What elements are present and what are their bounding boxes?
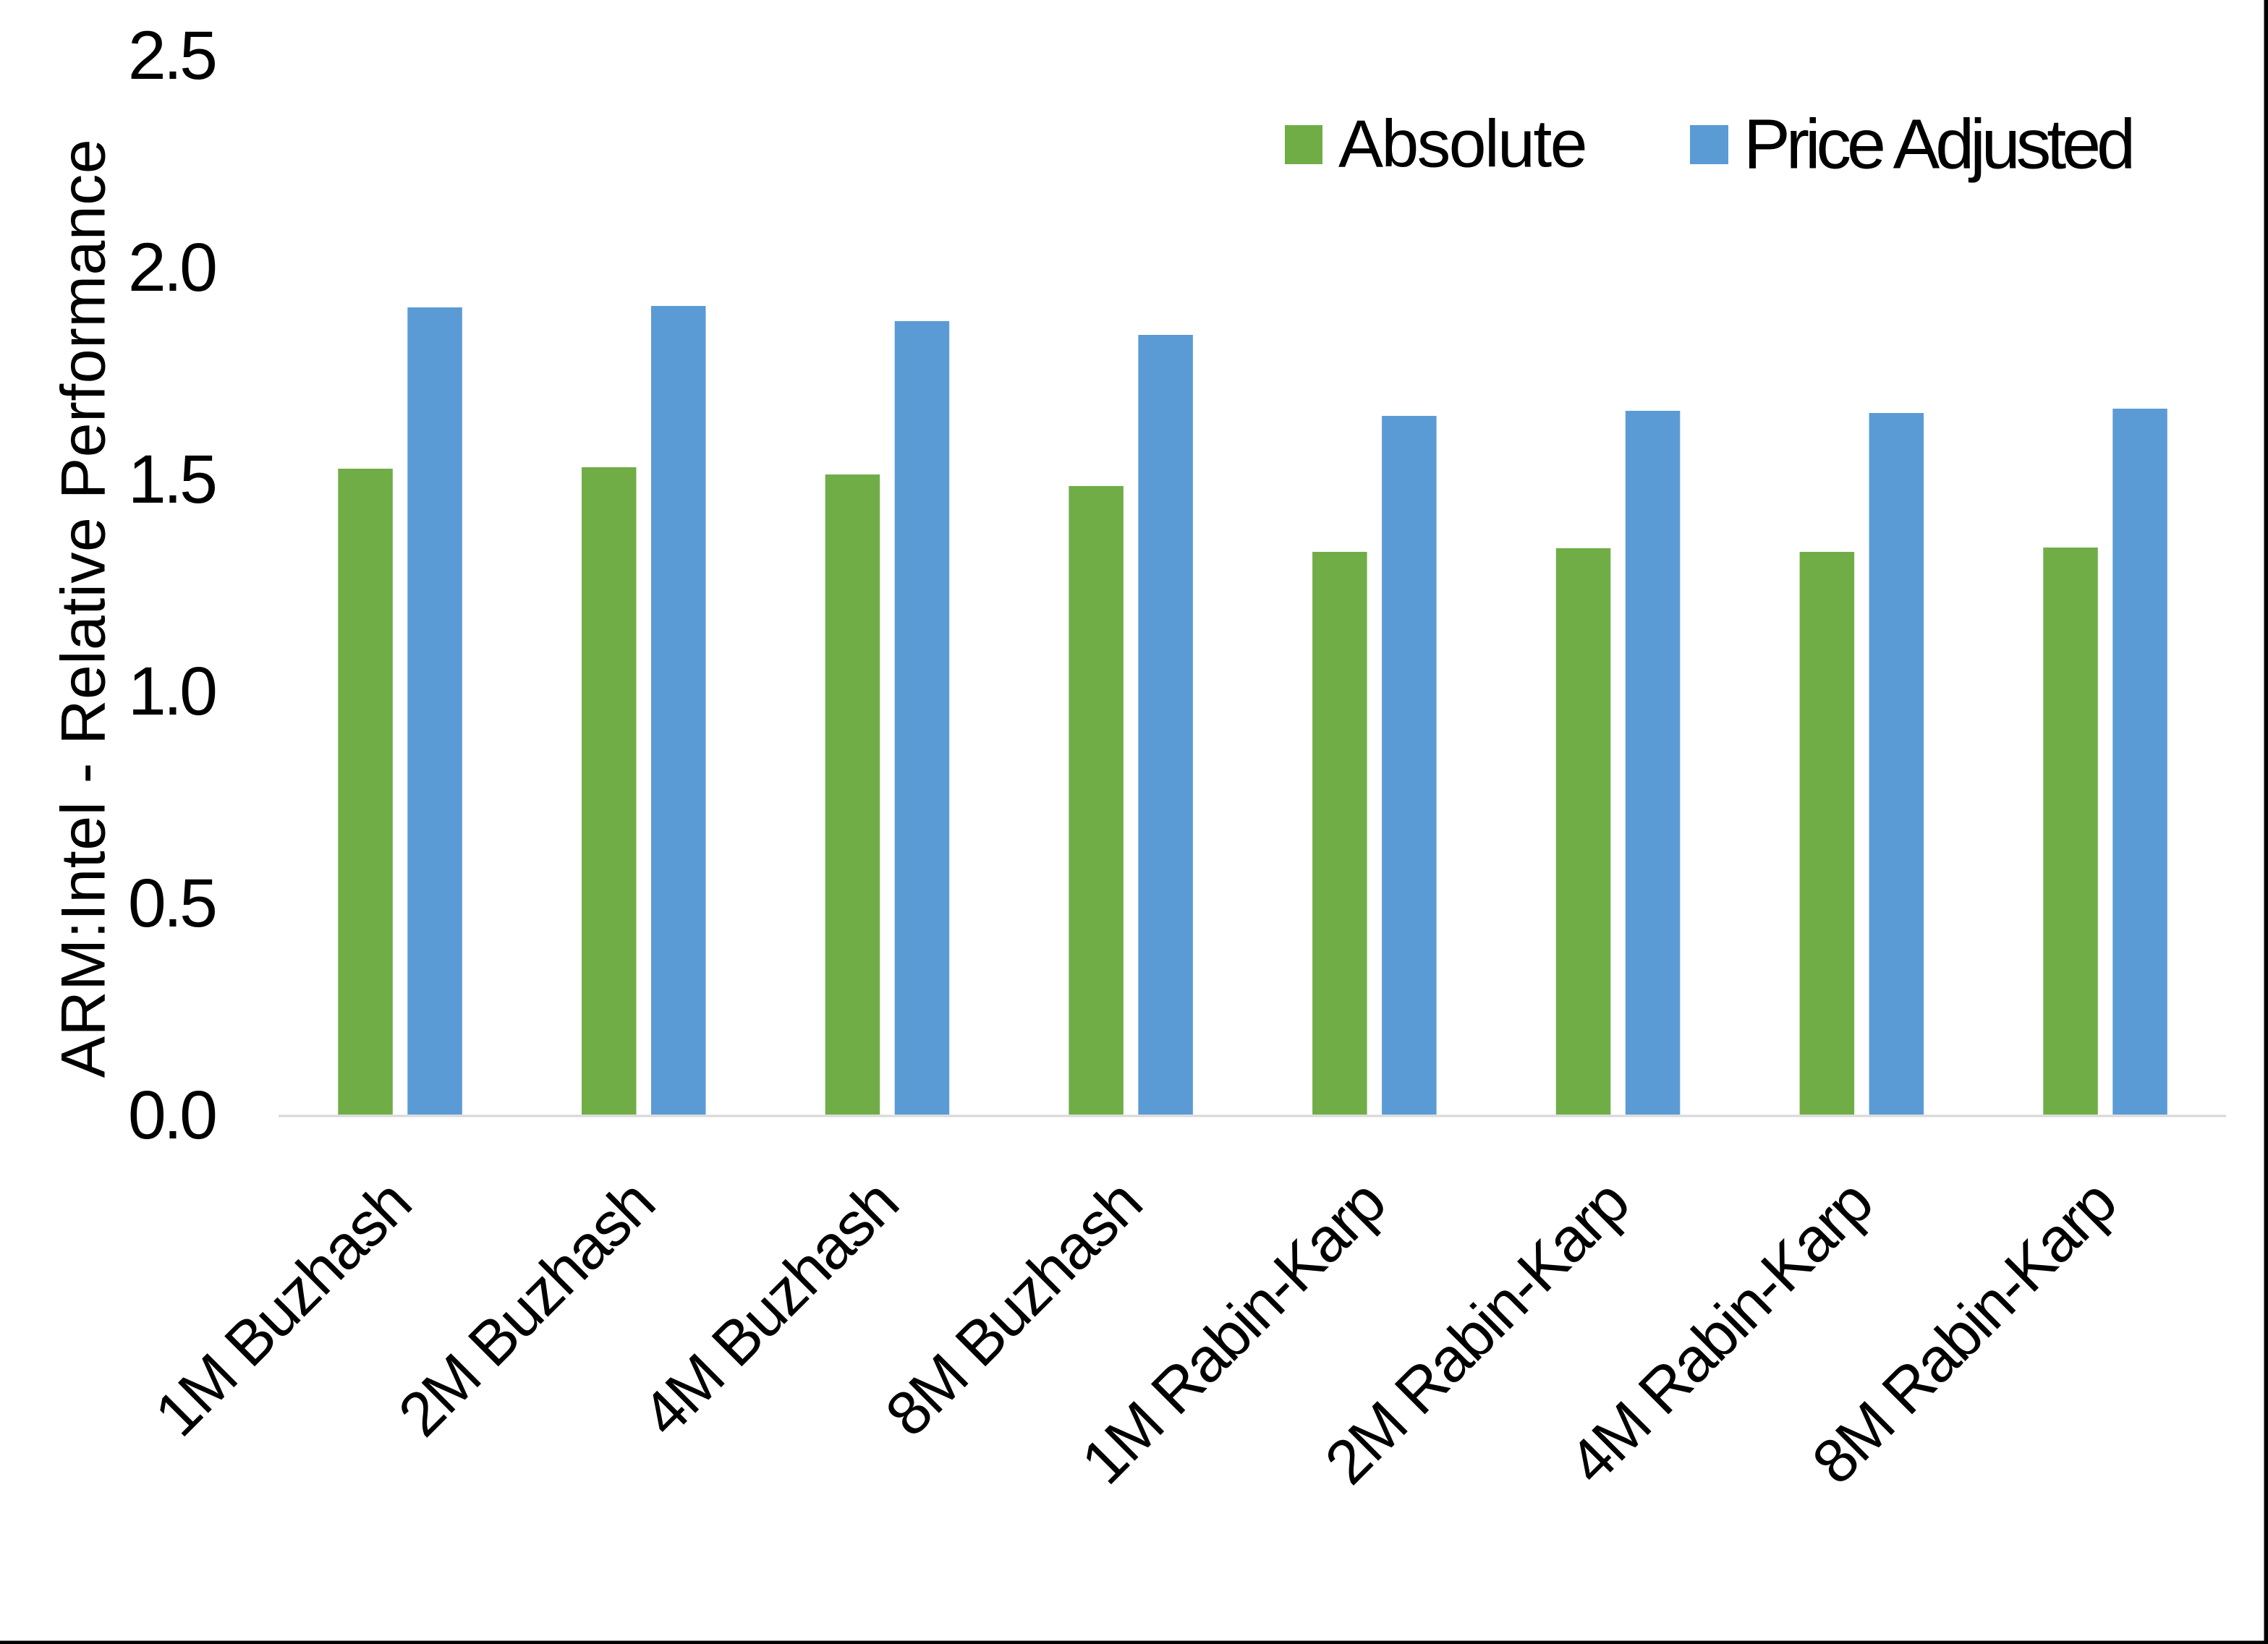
svg-text:0.5: 0.5 <box>128 865 215 942</box>
svg-text:1.5: 1.5 <box>128 441 215 518</box>
svg-text:1.0: 1.0 <box>128 653 216 730</box>
svg-text:0.0: 0.0 <box>128 1077 216 1154</box>
svg-text:Price Adjusted: Price Adjusted <box>1744 105 2131 184</box>
svg-text:2.0: 2.0 <box>128 229 216 306</box>
svg-text:2.5: 2.5 <box>128 17 215 94</box>
svg-text:Absolute: Absolute <box>1338 106 1586 182</box>
svg-text:ARM:Intel - Relative Performan: ARM:Intel - Relative Performance <box>49 139 119 1078</box>
